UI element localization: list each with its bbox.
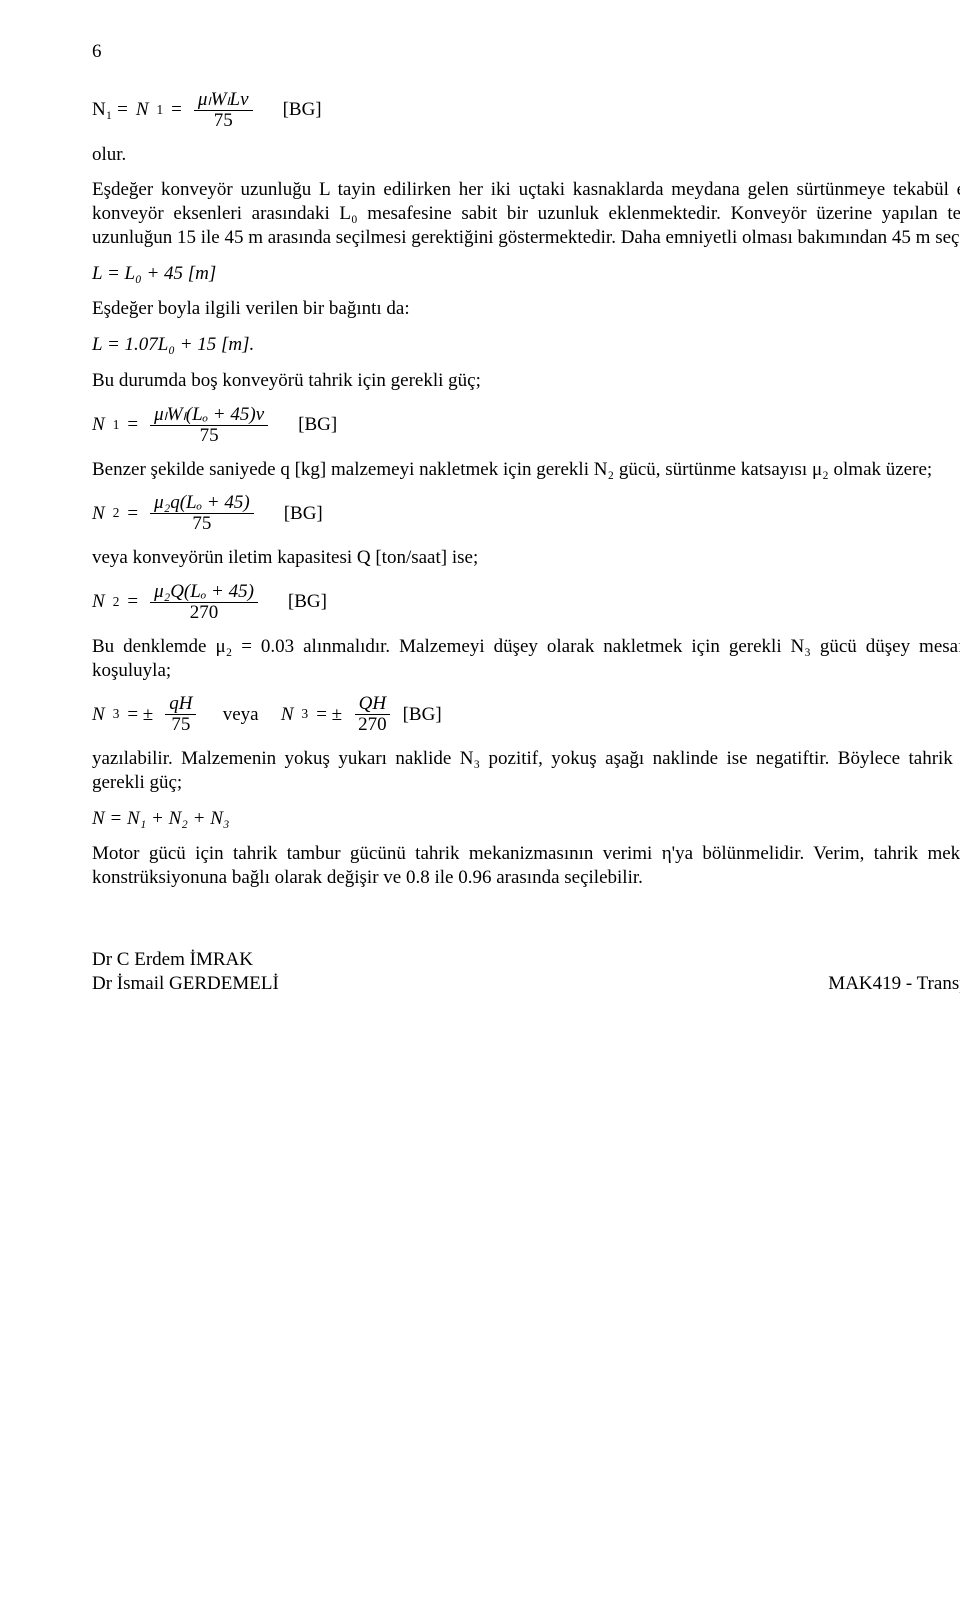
paragraph-4: Benzer şekilde saniyede q [kg] malzemeyi…	[92, 458, 960, 482]
eq21-denominator: 75	[188, 514, 215, 534]
eq22-fraction: μ₂Q(Lₒ + 45) 270	[150, 582, 258, 623]
eq23-N1: N	[92, 703, 105, 727]
eq22-numerator: μ₂Q(Lₒ + 45)	[150, 582, 258, 603]
eq23-pm1: = ±	[127, 703, 153, 727]
paragraph-5: veya konveyörün iletim kapasitesi Q [ton…	[92, 546, 960, 570]
eq17-N: N	[136, 98, 149, 122]
paragraph-1: Eşdeğer konveyör uzunluğu L tayin edilir…	[92, 178, 960, 249]
equation-11-24: N = N₁ + N₂ + N₃ (11.24)	[92, 807, 960, 831]
eq21-fraction: μ₂q(Lₒ + 45) 75	[150, 493, 254, 534]
eq21-equals: =	[127, 502, 138, 526]
equation-11-19: L = 1.07L₀ + 15 [m]. (11.19)	[92, 333, 960, 357]
paragraph-7: yazılabilir. Malzemenin yokuş yukarı nak…	[92, 747, 960, 795]
eq23-den2: 270	[354, 715, 391, 735]
eq20-bg: [BG]	[298, 413, 337, 437]
eq20-expression: N1 = μₗWₗ(Lₒ + 45)v 75 [BG]	[92, 405, 337, 446]
eq22-bg: [BG]	[288, 590, 327, 614]
paragraph-6: Bu denklemde μ₂ = 0.03 alınmalıdır. Malz…	[92, 635, 960, 683]
paragraph-2: Eşdeğer boyla ilgili verilen bir bağıntı…	[92, 297, 960, 321]
eq22-denominator: 270	[186, 603, 223, 623]
equation-11-22: N2 = μ₂Q(Lₒ + 45) 270 [BG] (11.22)	[92, 582, 960, 623]
eq20-equals: =	[127, 413, 138, 437]
eq19-expression: L = 1.07L₀ + 15 [m].	[92, 333, 254, 357]
eq23-fraction2: QH 270	[354, 694, 391, 735]
eq21-numerator: μ₂q(Lₒ + 45)	[150, 493, 254, 514]
eq17-bg: [BG]	[283, 98, 322, 122]
footer-author-2: Dr İsmail GERDEMELİ	[92, 972, 279, 996]
olur-text: olur.	[92, 143, 960, 167]
eq23-pm2: = ±	[316, 703, 342, 727]
footer-left: Dr C Erdem İMRAK Dr İsmail GERDEMELİ	[92, 948, 279, 996]
eq22-expression: N2 = μ₂Q(Lₒ + 45) 270 [BG]	[92, 582, 327, 623]
eq20-numerator: μₗWₗ(Lₒ + 45)v	[150, 405, 268, 426]
equation-11-20: N1 = μₗWₗ(Lₒ + 45)v 75 [BG] (11.20)	[92, 405, 960, 446]
eq23-expression: N3 = ± qH 75 veya N3 = ± QH 270 [BG]	[92, 694, 442, 735]
eq22-equals: =	[127, 590, 138, 614]
eq17-expression: N₁ = N1 = μₗWₗLv 75 [BG]	[92, 90, 322, 131]
eq23-bg: [BG]	[403, 703, 442, 727]
page-number: 6	[92, 40, 960, 64]
eq22-N-sub: 2	[113, 594, 120, 611]
eq20-fraction: μₗWₗ(Lₒ + 45)v 75	[150, 405, 268, 446]
eq20-N: N	[92, 413, 105, 437]
paragraph-8: Motor gücü için tahrik tambur gücünü tah…	[92, 842, 960, 890]
eq23-N1-sub: 3	[113, 706, 120, 723]
eq23-fraction1: qH 75	[165, 694, 196, 735]
eq21-N: N	[92, 502, 105, 526]
eq23-num1: qH	[165, 694, 196, 715]
eq23-num2: QH	[355, 694, 390, 715]
eq20-N-sub: 1	[113, 417, 120, 434]
eq22-N: N	[92, 590, 105, 614]
eq23-N2: N	[281, 703, 294, 727]
eq18-expression: L = L₀ + 45 [m]	[92, 262, 216, 286]
eq17-N-sub: 1	[157, 102, 164, 119]
equation-11-17: N₁ = N1 = μₗWₗLv 75 [BG] (11.17)	[92, 90, 960, 131]
equation-11-21: N2 = μ₂q(Lₒ + 45) 75 [BG] (11.21)	[92, 493, 960, 534]
paragraph-3: Bu durumda boş konveyörü tahrik için ger…	[92, 369, 960, 393]
eq20-denominator: 75	[196, 426, 223, 446]
footer-right: MAK419 - Transport Tekniği	[828, 972, 960, 996]
equation-11-23: N3 = ± qH 75 veya N3 = ± QH 270 [BG] (11…	[92, 694, 960, 735]
eq17-denominator: 75	[210, 111, 237, 131]
eq17-numerator: μₗWₗLv	[194, 90, 253, 111]
eq21-expression: N2 = μ₂q(Lₒ + 45) 75 [BG]	[92, 493, 323, 534]
eq17-fraction: μₗWₗLv 75	[194, 90, 253, 131]
eq23-N2-sub: 3	[302, 706, 309, 723]
equation-11-18: L = L₀ + 45 [m] (11.18)	[92, 262, 960, 286]
eq17-equals: =	[171, 98, 182, 122]
eq21-N-sub: 2	[113, 505, 120, 522]
eq23-veya: veya	[208, 703, 272, 727]
eq23-den1: 75	[167, 715, 194, 735]
footer-author-1: Dr C Erdem İMRAK	[92, 948, 279, 972]
eq21-bg: [BG]	[284, 502, 323, 526]
eq24-expression: N = N₁ + N₂ + N₃	[92, 807, 229, 831]
page-footer: Dr C Erdem İMRAK Dr İsmail GERDEMELİ MAK…	[92, 948, 960, 996]
eq17-lhs: N₁ =	[92, 98, 128, 122]
